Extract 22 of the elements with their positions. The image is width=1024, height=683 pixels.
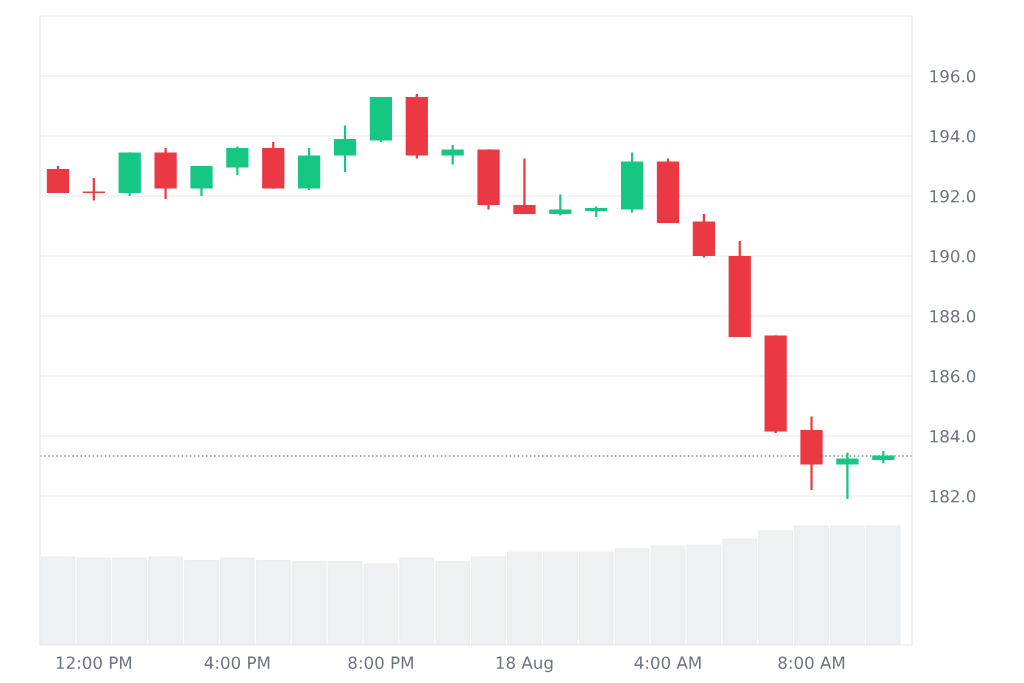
x-tick-label: 12:00 PM [56, 656, 132, 670]
y-tick-label: 182.0 [930, 489, 976, 503]
candlestick [333, 124, 357, 174]
y-tick-label: 184.0 [930, 429, 976, 443]
candlestick [441, 143, 464, 166]
x-tick-label: 4:00 PM [204, 656, 270, 670]
y-tick-label: 196.0 [930, 69, 976, 83]
candlestick [513, 157, 536, 216]
candlestick [226, 145, 249, 177]
x-tick-label: 18 Aug [496, 656, 553, 673]
x-tick-label: 8:00 AM [778, 656, 845, 670]
x-tick-label: 8:00 PM [348, 656, 413, 670]
candlestick [549, 193, 572, 217]
candlestick [190, 164, 213, 198]
y-tick-label: 188.0 [930, 309, 976, 323]
candlestick [46, 164, 70, 195]
candlestick [836, 451, 859, 501]
y-tick-label: 194.0 [930, 129, 976, 143]
y-tick-label: 190.0 [930, 249, 976, 263]
y-tick-label: 192.0 [930, 189, 976, 203]
x-tick-label: 4:00 AM [634, 656, 701, 670]
y-tick-label: 186.0 [930, 369, 976, 383]
